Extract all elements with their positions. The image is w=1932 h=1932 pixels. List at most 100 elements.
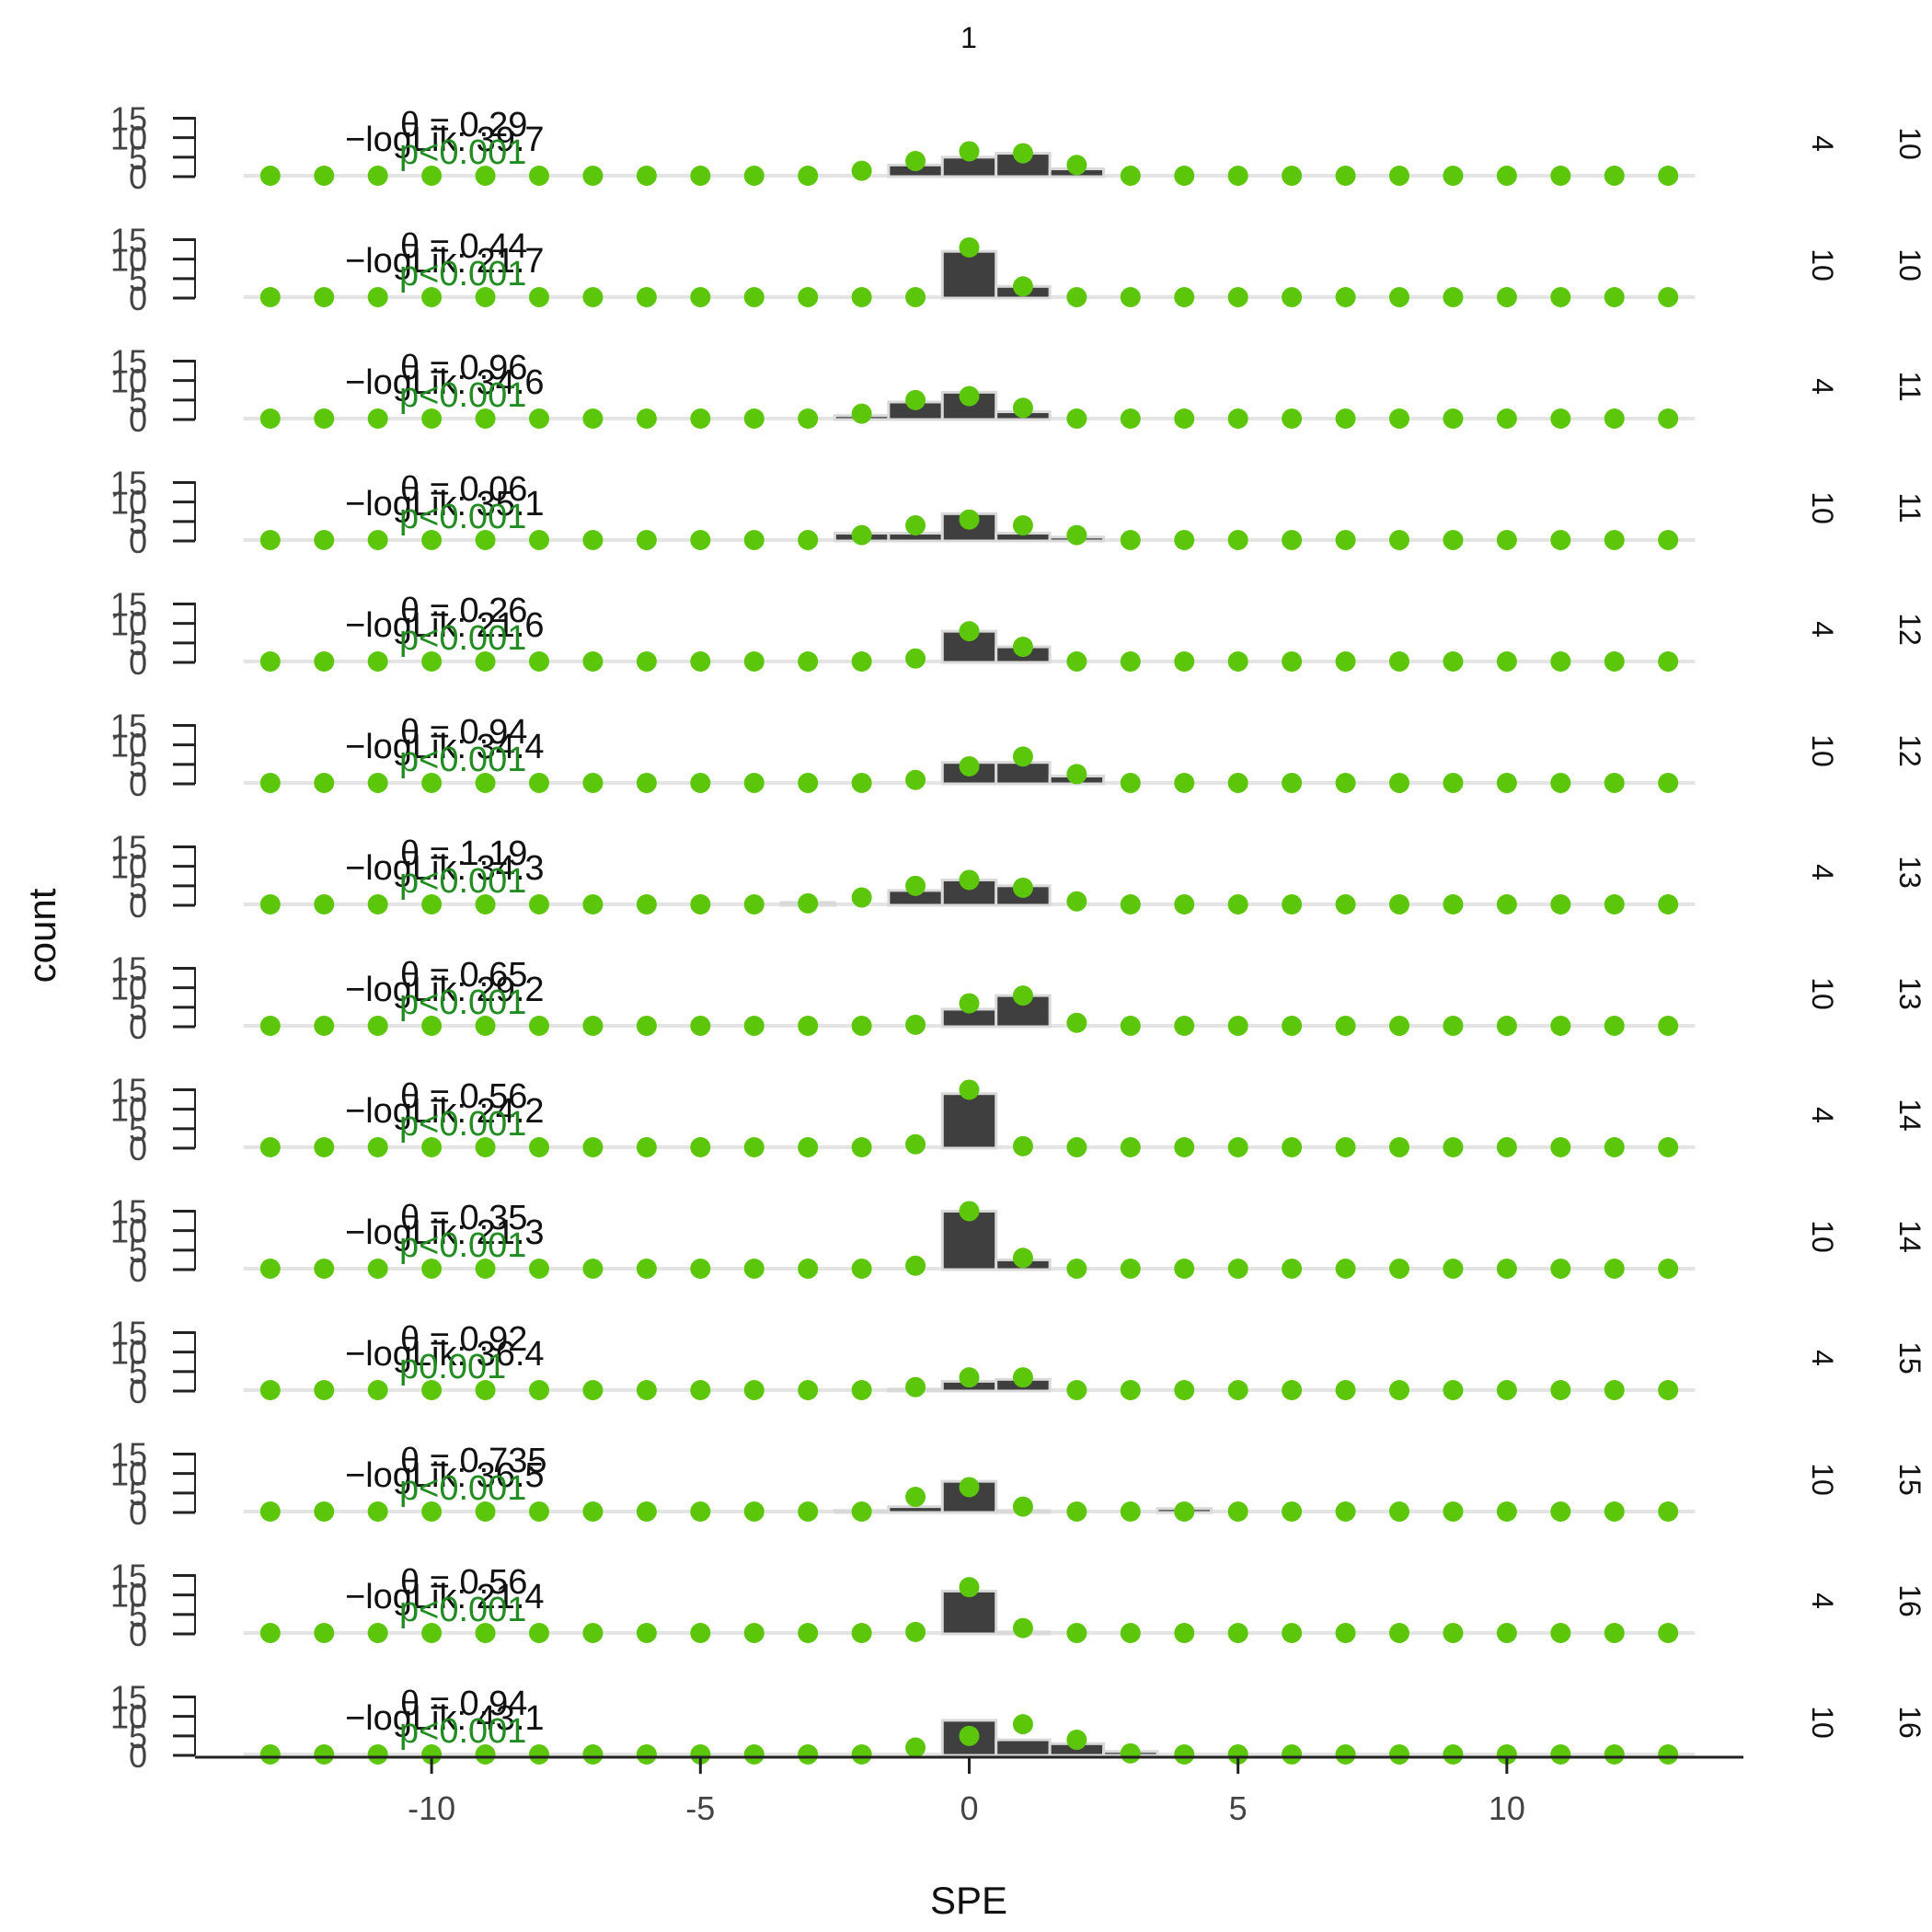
expected-point xyxy=(690,651,711,672)
expected-point xyxy=(1066,891,1087,912)
expected-point xyxy=(1550,1137,1571,1157)
expected-point xyxy=(367,894,388,914)
expected-point xyxy=(1174,1623,1195,1643)
expected-point xyxy=(851,524,872,546)
y-tick-label: 10 xyxy=(110,1334,147,1372)
expected-point xyxy=(1604,1016,1625,1036)
expected-point xyxy=(1282,773,1303,793)
expected-point xyxy=(1550,1259,1571,1279)
y-tick-label: 10 xyxy=(110,1455,147,1493)
x-axis: -10 -5 0 5 10 xyxy=(195,1755,1743,1827)
facet-row-label: 4 xyxy=(1806,135,1839,152)
expected-point xyxy=(1120,1501,1141,1522)
expected-point xyxy=(1335,530,1356,550)
expected-point xyxy=(314,1259,335,1279)
expected-point xyxy=(1227,166,1248,186)
facet-row-label: 4 xyxy=(1806,1593,1839,1609)
expected-point xyxy=(1174,166,1195,186)
expected-point xyxy=(582,166,604,186)
expected-point xyxy=(905,151,926,172)
expected-point xyxy=(743,408,765,429)
theta-label: θ = 0.29 xyxy=(400,106,527,144)
expected-point xyxy=(851,1501,872,1522)
y-tick-label: 0 xyxy=(129,280,147,317)
expected-point xyxy=(1389,1016,1409,1036)
expected-point xyxy=(529,773,549,793)
histogram-bar xyxy=(995,1738,1052,1757)
expected-point xyxy=(1496,1259,1517,1279)
expected-point xyxy=(798,1623,819,1643)
expected-point xyxy=(798,166,819,186)
expected-point xyxy=(1443,1501,1464,1522)
facet-row-label: 10 xyxy=(1806,248,1839,282)
y-tick-label: 0 xyxy=(129,1130,147,1167)
expected-point xyxy=(1389,1380,1409,1400)
expected-point xyxy=(1550,530,1571,550)
expected-point xyxy=(475,1259,496,1279)
expected-point xyxy=(582,894,604,914)
expected-point xyxy=(1066,651,1087,672)
expected-point xyxy=(1227,1259,1248,1279)
expected-point xyxy=(743,1380,765,1400)
facet-row-label: 4 xyxy=(1806,1107,1839,1123)
expected-point xyxy=(1012,515,1033,536)
expected-point xyxy=(1389,894,1409,914)
x-tick-label: 0 xyxy=(960,1789,978,1827)
facet-col-label: 12 xyxy=(1893,613,1926,646)
expected-point xyxy=(314,287,335,307)
expected-point xyxy=(851,160,872,181)
expected-point xyxy=(314,1137,335,1157)
facet-col-label: 16 xyxy=(1893,1706,1926,1739)
expected-point xyxy=(798,651,819,672)
y-tick-label: 15 xyxy=(110,342,147,380)
expected-point xyxy=(1012,143,1033,164)
expected-point xyxy=(1389,166,1409,186)
top-strip-label: 1 xyxy=(960,21,977,54)
expected-point xyxy=(743,166,765,186)
expected-point xyxy=(582,773,604,793)
expected-point xyxy=(1012,877,1033,898)
expected-point xyxy=(1550,1501,1571,1522)
expected-point xyxy=(367,1623,388,1643)
expected-point xyxy=(1658,1744,1679,1765)
y-tick-label: 15 xyxy=(110,1557,147,1594)
expected-point xyxy=(1335,1016,1356,1036)
expected-point xyxy=(529,1744,549,1765)
facet-col-label: 15 xyxy=(1893,1341,1926,1374)
facet-row-label: 10 xyxy=(1806,491,1839,524)
expected-point xyxy=(1282,1137,1303,1157)
expected-point xyxy=(1658,1501,1679,1522)
y-tick-label: 15 xyxy=(110,221,147,259)
expected-point xyxy=(1174,894,1195,914)
expected-point xyxy=(421,287,443,307)
facet-col-label: 13 xyxy=(1893,977,1926,1010)
expected-point xyxy=(851,887,872,908)
expected-point xyxy=(743,1259,765,1279)
expected-point xyxy=(1066,1259,1087,1279)
expected-point xyxy=(959,1201,980,1222)
expected-point xyxy=(314,1380,335,1400)
expected-point xyxy=(851,403,872,424)
expected-point xyxy=(1335,166,1356,186)
expected-point xyxy=(1443,408,1464,429)
expected-point xyxy=(1282,287,1303,307)
y-tick-label: 0 xyxy=(129,765,147,803)
pvalue-label: p<0.001 xyxy=(399,1226,526,1265)
expected-point xyxy=(475,894,496,914)
expected-point xyxy=(1658,894,1679,914)
expected-point xyxy=(798,287,819,307)
pvalue-label: p<0.001 xyxy=(399,1105,526,1144)
expected-point xyxy=(1550,166,1571,186)
facet-row-label: 4 xyxy=(1806,621,1839,638)
expected-point xyxy=(959,755,980,776)
y-tick-label: 15 xyxy=(110,1678,147,1716)
expected-point xyxy=(1120,1259,1141,1279)
y-tick-label: 5 xyxy=(129,260,147,298)
y-tick-label: 10 xyxy=(110,727,147,765)
expected-point xyxy=(959,1079,980,1100)
expected-point xyxy=(314,530,335,550)
